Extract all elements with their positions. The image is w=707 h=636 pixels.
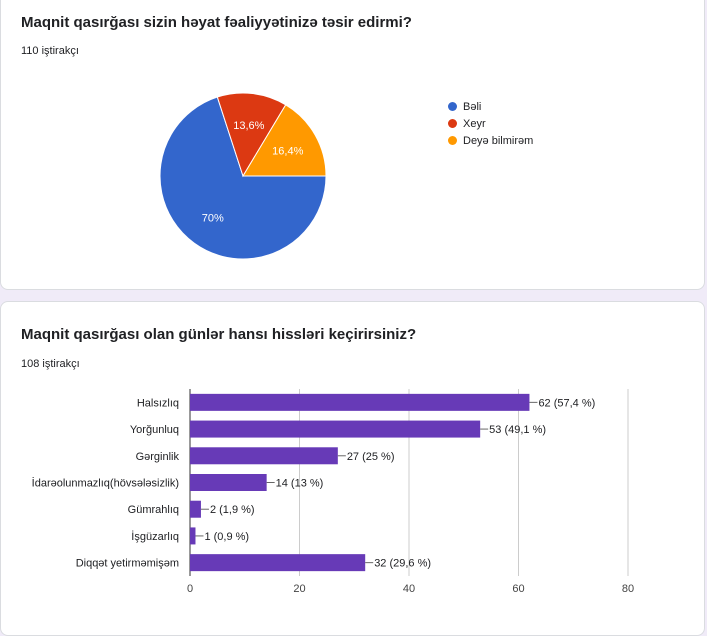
bar [190,500,201,518]
legend-swatch [448,136,457,145]
pie-slice-label: 70% [202,213,224,225]
x-tick-label: 0 [187,583,193,595]
bar [190,420,481,438]
pie-slice-label: 13,6% [233,120,264,132]
data-label: 32 (29,6 %) [374,558,431,570]
question-title: Maqnit qasırğası olan günlər hansı hissl… [21,326,417,343]
data-label: 14 (13 %) [276,478,324,490]
category-label: Gümrahlıq [128,504,179,516]
legend-swatch [448,119,457,128]
data-label: 1 (0,9 %) [204,531,249,543]
bar [190,474,267,491]
category-label: Yorğunluq [130,424,179,436]
x-tick-label: 80 [622,583,634,595]
category-label: İşgüzarlıq [131,530,179,543]
legend-label: Xeyr [463,117,486,130]
bar [190,554,366,572]
data-label: 53 (49,1 %) [489,424,546,436]
bar [190,393,530,411]
pie-slice [216,92,287,178]
pie-question-card: Maqnit qasırğası sizin həyat fəaliyyətin… [0,0,705,290]
participant-count: 108 iştirakçı [21,358,80,370]
pie-slice [242,104,327,177]
legend-label: Deyə bilmirəm [463,134,534,147]
x-tick-label: 60 [512,583,524,595]
bar [190,527,196,545]
legend-item: Deyə bilmirəm [448,132,533,149]
legend-swatch [448,102,457,111]
legend-item: Bəli [448,98,533,115]
category-label: Diqqət yetirməmişəm [76,558,179,570]
participant-count: 110 iştirakçı [21,45,79,57]
x-tick-label: 20 [293,583,305,595]
data-label: 2 (1,9 %) [210,504,255,516]
pie-slice-label: 16,4% [272,146,303,158]
question-title: Maqnit qasırğası sizin həyat fəaliyyətin… [21,14,412,31]
data-label: 27 (25 %) [347,451,395,463]
x-tick-label: 40 [403,583,415,595]
category-label: Gərginlik [136,451,180,463]
category-label: İdarəolunmazlıq(hövsələsizlik) [32,477,179,490]
legend-label: Bəli [463,100,482,113]
pie-slice [159,96,327,260]
pie-legend: Bəli Xeyr Deyə bilmirəm [448,98,533,149]
data-label: 62 (57,4 %) [538,397,595,409]
category-label: Halsızlıq [137,397,179,409]
bar [190,447,338,465]
legend-item: Xeyr [448,115,533,132]
